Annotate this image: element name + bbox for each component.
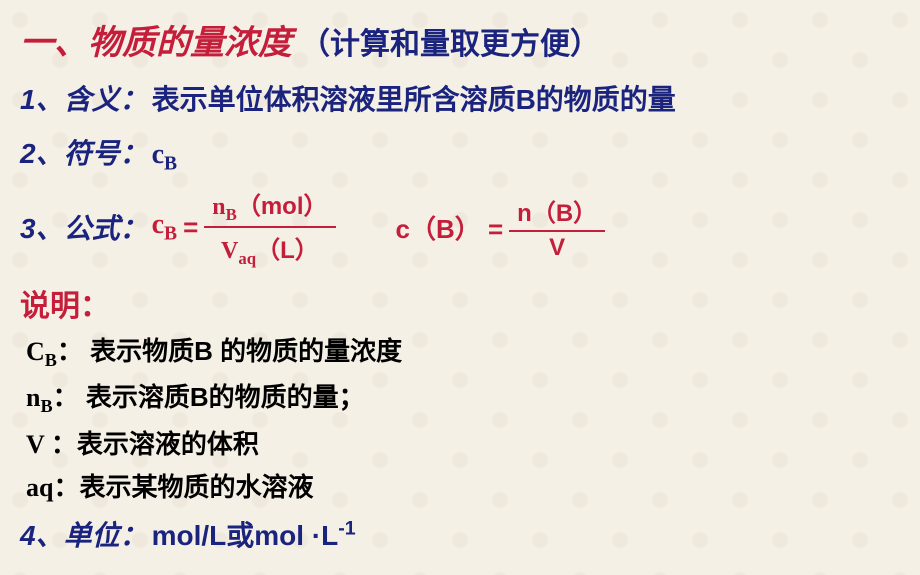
subtitle: （计算和量取更方便） (300, 19, 600, 63)
frac1-line (204, 226, 335, 228)
explain-l4-text: ：表示某物质的水溶液 (53, 472, 313, 502)
item-2: 2、符号： cB (20, 132, 900, 176)
explanation-title: 说明： (20, 281, 900, 325)
explain-l3-sym: V (26, 430, 51, 459)
explain-l3-text: ：表示溶液的体积 (51, 429, 259, 459)
item-2-symbol: cB (152, 139, 178, 176)
title-row: 一、物质的量浓度 （计算和量取更方便） (20, 15, 900, 64)
explain-l2-text: ： 表示溶质B的物质的量； (53, 382, 365, 412)
explain-l2-sym: nB (26, 383, 53, 412)
explain-line-4: aq：表示某物质的水溶液 (26, 467, 900, 504)
frac2-numerator: n（B） (509, 193, 605, 228)
frac1-num-unit: （mol） (237, 193, 328, 220)
item-3-label: 3、公式： (20, 207, 148, 247)
explain-l4-sym: aq (26, 473, 53, 502)
item-1-label: 1、含义： (20, 78, 148, 118)
item-1: 1、含义： 表示单位体积溶液里所含溶质B的物质的量 (20, 78, 900, 118)
explain-line-2: nB： 表示溶质B的物质的量； (26, 377, 900, 417)
item-3: 3、公式： cB = nB（mol） Vaq（L） c（B） = n（B） V (20, 186, 900, 270)
formula-lhs: cB (152, 209, 178, 246)
item-4-label: 4、单位： (20, 514, 148, 554)
frac1-num-n: n (212, 194, 225, 220)
frac1-denominator: Vaq（L） (213, 230, 327, 269)
item-4-sup: -1 (338, 517, 355, 539)
frac2-denominator: V (541, 234, 573, 262)
frac1-den-unit: （L） (256, 237, 319, 264)
symbol-c: c (152, 139, 164, 170)
formula-alt-lhs: c（B） = (396, 209, 504, 246)
item-2-label: 2、符号： (20, 132, 148, 172)
item-1-content: 表示单位体积溶液里所含溶质B的物质的量 (152, 78, 676, 118)
frac1-den-v: V (221, 238, 238, 264)
formula-fraction-1: nB（mol） Vaq（L） (204, 186, 335, 270)
explain-l1-text: ： 表示物质B 的物质的量浓度 (57, 336, 402, 366)
frac2-line (509, 230, 605, 232)
formula-eq: = (183, 212, 198, 243)
item-4-content-a: mol/L或mol ·L (152, 520, 339, 551)
explain-line-3: V ：表示溶液的体积 (26, 424, 900, 461)
item-4: 4、单位： mol/L或mol ·L-1 (20, 514, 900, 554)
formula-fraction-2: n（B） V (509, 193, 605, 262)
frac1-num-sub: B (226, 204, 237, 223)
item-4-content: mol/L或mol ·L-1 (152, 514, 356, 554)
explain-l1-sym: CB (26, 337, 57, 366)
main-title: 一、物质的量浓度 (20, 15, 292, 64)
frac1-den-sub: aq (238, 249, 256, 268)
formula-lhs-c: c (152, 209, 164, 240)
explain-line-1: CB： 表示物质B 的物质的量浓度 (26, 331, 900, 371)
formula-alt: c（B） = n（B） V (396, 193, 606, 262)
formula-lhs-sub: B (164, 224, 177, 245)
symbol-c-sub: B (164, 154, 177, 175)
frac1-numerator: nB（mol） (204, 186, 335, 225)
